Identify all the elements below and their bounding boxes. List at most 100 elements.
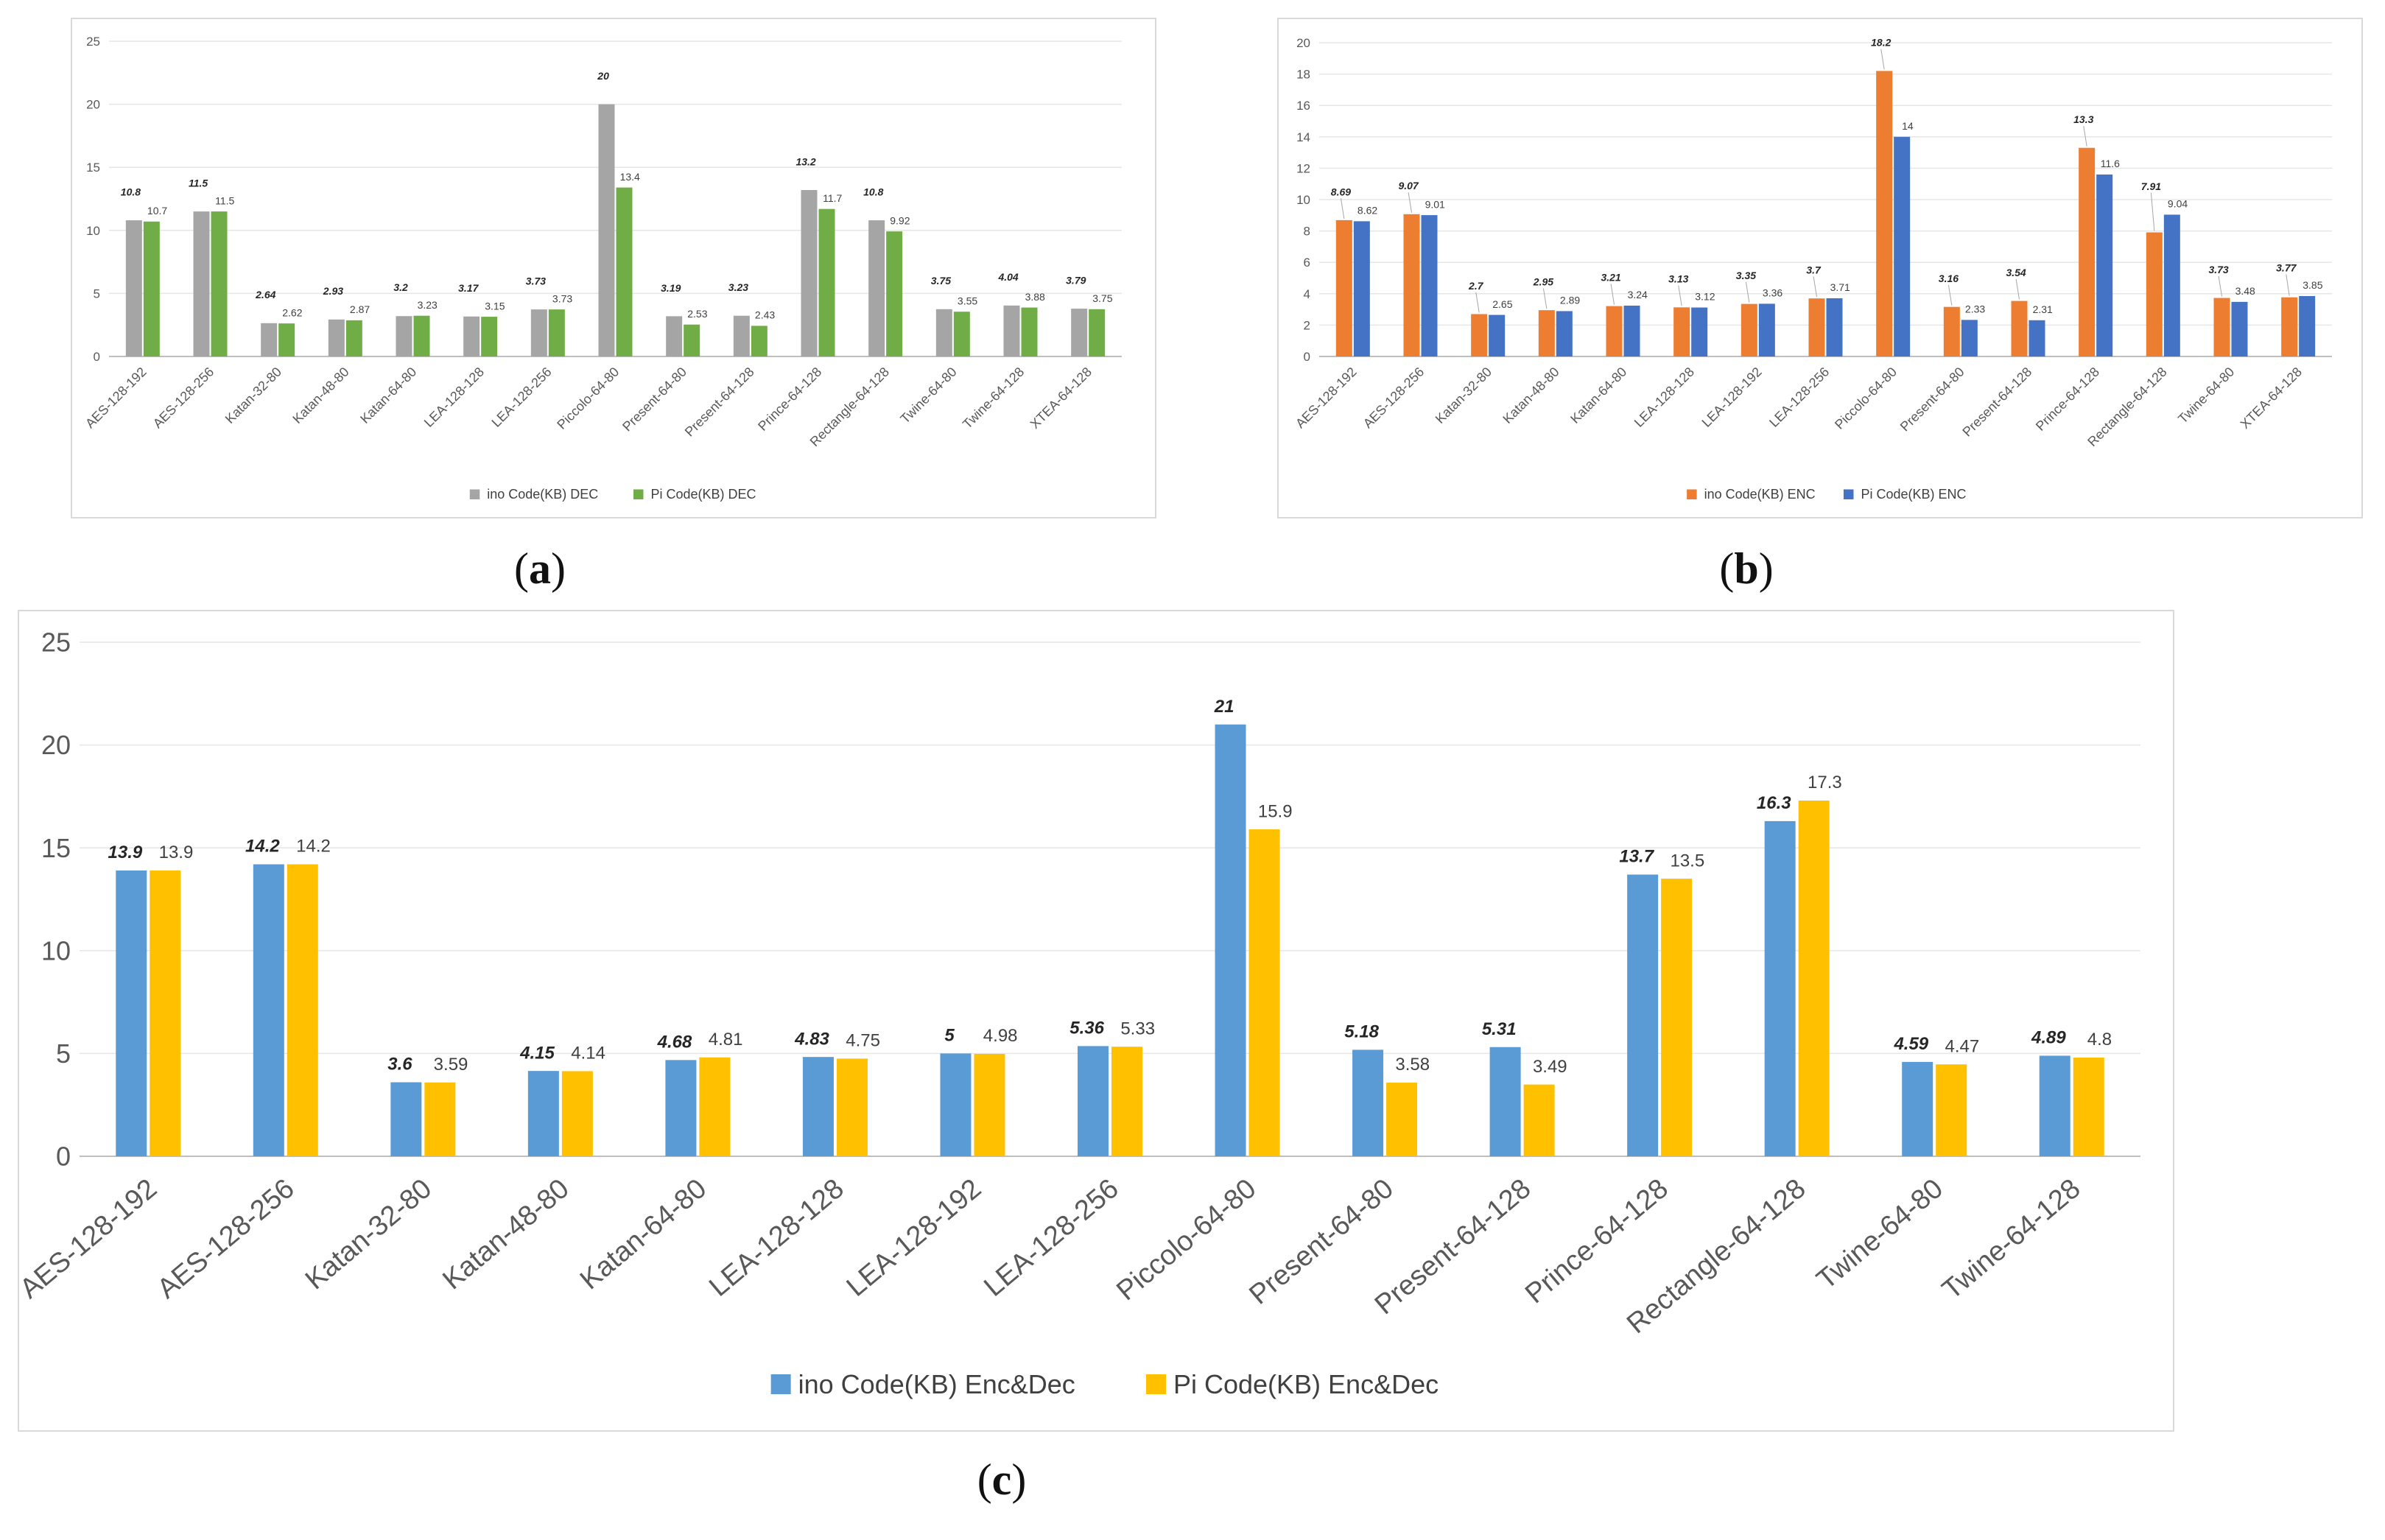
data-label-ino-code-kb-enc-aes-128-256: 9.07 [1398, 180, 1419, 191]
data-label-ino-code-kb-enc-dec-twine-64-80: 4.59 [1893, 1034, 1928, 1054]
bar-pi-code-kb-enc-lea-128-256 [1826, 298, 1843, 356]
data-label-ino-code-kb-dec-xtea-64-128: 3.79 [1066, 275, 1086, 286]
data-label-pi-code-kb-enc-piccolo-64-80: 14 [1902, 120, 1914, 132]
data-label-ino-code-kb-enc-dec-lea-128-192: 5 [944, 1026, 955, 1046]
bars [1335, 71, 2316, 357]
data-label-pi-code-kb-enc-dec-lea-128-128: 4.75 [846, 1031, 880, 1051]
bar-pi-code-kb-enc-xtea-64-128 [2299, 295, 2316, 356]
data-label-pi-code-kb-enc-katan-32-80: 2.65 [1492, 298, 1512, 310]
data-label-ino-code-kb-dec-present-64-80: 3.19 [661, 282, 681, 294]
caption-b: (b) [1719, 544, 1774, 593]
data-label-ino-code-kb-enc-lea-128-128: 3.13 [1668, 273, 1688, 285]
x-tick-label-prince-64-128: Prince-64-128 [1520, 1173, 1674, 1310]
bar-pi-code-kb-enc-katan-64-80 [1623, 305, 1640, 356]
data-labels: 8.69 8.62 9.07 9.01 2.7 2.65 2.95 2.89 3.21 3.24 3… [1331, 37, 2323, 315]
y-tick-label: 0 [1304, 350, 1310, 364]
legend-swatch-pi-code-kb-dec [633, 489, 644, 499]
caption-c: (c) [977, 1455, 1027, 1504]
y-axis: 0 5 10 15 20 25 [86, 35, 100, 364]
bar-ino-code-kb-enc-katan-64-80 [1606, 306, 1623, 356]
gridlines [80, 641, 2140, 1157]
bar-pi-code-kb-enc-dec-katan-32-80 [424, 1082, 456, 1156]
bar-pi-code-kb-enc-dec-lea-128-256 [1111, 1047, 1142, 1156]
x-tick-label-katan-32-80: Katan-32-80 [222, 365, 284, 426]
data-label-pi-code-kb-dec-twine-64-80: 3.55 [958, 295, 977, 306]
data-label-pi-code-kb-dec-present-64-128: 2.43 [755, 309, 775, 321]
x-tick-label-lea-128-256: LEA-128-256 [978, 1173, 1125, 1303]
x-tick-label-lea-128-128: LEA-128-128 [703, 1173, 850, 1303]
x-tick-label-lea-128-192: LEA-128-192 [841, 1173, 988, 1303]
y-tick-label: 15 [86, 161, 100, 175]
data-label-ino-code-kb-enc-dec-katan-48-80: 4.15 [519, 1043, 555, 1063]
bar-ino-code-kb-dec-present-64-80 [666, 316, 683, 356]
x-tick-label-xtea-64-128: XTEA-64-128 [1028, 365, 1095, 432]
bar-ino-code-kb-dec-prince-64-128 [801, 190, 818, 356]
caption-c-letter: c [991, 1455, 1012, 1504]
chart-panel-b: 0 2 4 6 8 10 12 14 16 18 20 8.69 8.62 9.07 9.01 2.7 2.65… [1277, 18, 2363, 518]
x-tick-label-piccolo-64-80: Piccolo-64-80 [1111, 1173, 1262, 1307]
x-tick-label-prince-64-128: Prince-64-128 [2033, 365, 2102, 434]
bar-pi-code-kb-enc-dec-katan-64-80 [699, 1057, 731, 1156]
data-label-pi-code-kb-dec-katan-48-80: 2.87 [350, 303, 370, 315]
bar-pi-code-kb-dec-present-64-128 [751, 326, 768, 356]
bar-pi-code-kb-dec-prince-64-128 [818, 208, 835, 356]
data-label-ino-code-kb-dec-present-64-128: 3.23 [728, 281, 748, 293]
data-label-ino-code-kb-enc-prince-64-128: 13.3 [2073, 113, 2093, 125]
data-label-ino-code-kb-enc-dec-lea-128-256: 5.36 [1069, 1019, 1104, 1038]
data-label-ino-code-kb-dec-aes-128-192: 10.8 [121, 186, 141, 198]
leader-line [1542, 288, 1548, 309]
bar-ino-code-kb-dec-katan-48-80 [328, 319, 345, 356]
y-axis: 0 2 4 6 8 10 12 14 16 18 20 [1296, 36, 1310, 364]
data-labels: 10.8 10.7 11.5 11.5 2.64 2.62 2.93 2.87 3.2 3.23 3… [121, 70, 1113, 321]
leader-line [1678, 285, 1682, 306]
bar-ino-code-kb-dec-twine-64-80 [935, 309, 952, 356]
leader-line [1880, 49, 1885, 70]
data-label-ino-code-kb-dec-prince-64-128: 13.2 [795, 155, 815, 167]
x-tick-label-present-64-128: Present-64-128 [1959, 365, 2034, 440]
legend-label-pi-code-kb-enc-dec: Pi Code(KB) Enc&Dec [1173, 1369, 1439, 1399]
bar-ino-code-kb-dec-xtea-64-128 [1071, 309, 1088, 356]
legend-label-pi-code-kb-enc: Pi Code(KB) ENC [1861, 487, 1966, 502]
legend: ino Code(KB) Enc&Dec Pi Code(KB) Enc&Dec [770, 1369, 1439, 1399]
data-label-pi-code-kb-enc-lea-128-128: 3.12 [1695, 291, 1715, 303]
bar-pi-code-kb-enc-dec-present-64-128 [1523, 1084, 1555, 1156]
chart-c: 0 5 10 15 20 25 13.9 13.9 14.2 14.2 3.6 3.59 4.15 4.1… [19, 627, 2140, 1399]
data-label-pi-code-kb-dec-lea-128-256: 3.73 [552, 292, 572, 304]
bar-pi-code-kb-dec-xtea-64-128 [1089, 309, 1106, 356]
bar-pi-code-kb-enc-piccolo-64-80 [1894, 136, 1911, 357]
x-tick-label-lea-128-128: LEA-128-128 [421, 365, 487, 430]
data-labels: 13.9 13.9 14.2 14.2 3.6 3.59 4.15 4.14 4.68 4.81 4… [108, 697, 2112, 1077]
chart-a: 0 5 10 15 20 25 10.8 10.7 11.5 11.5 2.64 2.62 2.93 2.… [82, 35, 1122, 502]
data-label-pi-code-kb-enc-present-64-80: 2.33 [1965, 303, 1985, 315]
bar-ino-code-kb-enc-dec-katan-32-80 [390, 1082, 422, 1156]
data-label-pi-code-kb-enc-dec-present-64-128: 3.49 [1533, 1057, 1567, 1077]
x-tick-label-katan-48-80: Katan-48-80 [1500, 365, 1562, 426]
legend-swatch-pi-code-kb-enc-dec [1145, 1374, 1166, 1394]
x-tick-label-aes-128-192: AES-128-192 [19, 1173, 163, 1305]
y-tick-label: 2 [1304, 318, 1310, 332]
data-label-ino-code-kb-enc-dec-present-64-80: 5.18 [1344, 1022, 1379, 1042]
legend-label-pi-code-kb-dec: Pi Code(KB) DEC [650, 487, 756, 502]
bar-pi-code-kb-enc-dec-twine-64-80 [1936, 1064, 1967, 1156]
leader-line [1340, 198, 1345, 219]
bar-ino-code-kb-enc-piccolo-64-80 [1876, 71, 1893, 356]
x-tick-label-twine-64-128: Twine-64-128 [1936, 1173, 2086, 1306]
bar-pi-code-kb-dec-katan-64-80 [413, 315, 430, 356]
data-label-ino-code-kb-enc-present-64-80: 3.16 [1939, 273, 1959, 284]
legend: ino Code(KB) ENC Pi Code(KB) ENC [1687, 487, 1967, 502]
bar-ino-code-kb-enc-dec-katan-64-80 [665, 1060, 697, 1156]
data-label-pi-code-kb-enc-dec-aes-128-192: 13.9 [159, 843, 194, 862]
bar-pi-code-kb-dec-present-64-80 [684, 324, 700, 356]
data-label-ino-code-kb-enc-dec-katan-64-80: 4.68 [657, 1033, 692, 1052]
data-label-pi-code-kb-enc-lea-128-256: 3.71 [1830, 281, 1850, 293]
y-tick-label: 4 [1304, 287, 1310, 301]
data-label-ino-code-kb-dec-aes-128-256: 11.5 [189, 177, 208, 189]
data-label-pi-code-kb-enc-lea-128-192: 3.36 [1763, 287, 1782, 299]
chart-panel-c: 0 5 10 15 20 25 13.9 13.9 14.2 14.2 3.6 3.59 4.15 4.1… [18, 610, 2174, 1432]
data-label-pi-code-kb-enc-xtea-64-128: 3.85 [2303, 279, 2322, 291]
data-label-pi-code-kb-enc-dec-katan-64-80: 4.81 [709, 1030, 743, 1049]
bar-pi-code-kb-enc-present-64-128 [2029, 320, 2045, 356]
data-label-pi-code-kb-enc-dec-rectangle-64-128: 17.3 [1808, 773, 1842, 792]
bar-ino-code-kb-enc-dec-lea-128-192 [940, 1053, 972, 1156]
x-tick-label-katan-48-80: Katan-48-80 [437, 1173, 575, 1296]
